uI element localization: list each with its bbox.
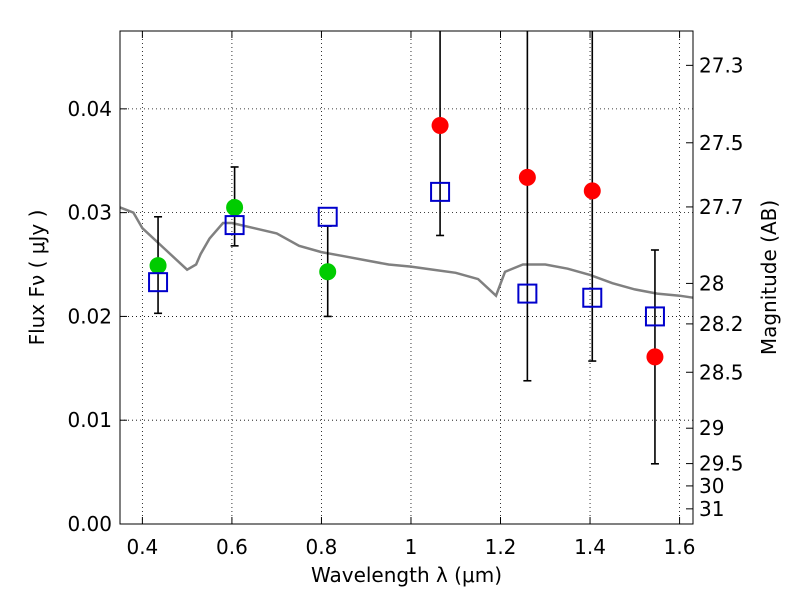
y-tick-label: 0.04 [67, 97, 112, 121]
y-axis-label: Flux Fν ( μJy ) [25, 210, 49, 346]
square-marker [517, 283, 538, 304]
circle-marker [431, 116, 449, 134]
y-tick-label: 0.03 [67, 201, 112, 225]
y2-tick-label: 29.5 [699, 452, 744, 476]
axis-ticks: 0.4 0.6 0.8 1 1.2 1.4 1.6 0.00 0.01 0.02 0.03 0.04 2… [67, 31, 744, 559]
square-marker [582, 287, 603, 308]
square-marker [644, 306, 665, 327]
circle-marker [226, 198, 244, 216]
y2-tick-label: 27.3 [699, 53, 744, 77]
y2-tick-label: 28 [699, 271, 724, 295]
y2-axis-label: Magnitude (AB) [757, 200, 781, 355]
y2-tick-label: 30 [699, 474, 724, 498]
square-marker [148, 272, 169, 293]
error-bars [154, 31, 659, 465]
data-markers [148, 116, 665, 366]
square-marker [317, 206, 338, 227]
x-tick-label: 1 [405, 535, 418, 559]
circle-marker [646, 348, 664, 366]
circle-marker [583, 182, 601, 200]
x-tick-label: 1.6 [664, 535, 696, 559]
square-marker [224, 215, 245, 236]
x-tick-label: 0.4 [126, 535, 158, 559]
model-spectrum [119, 206, 694, 299]
square-marker [430, 181, 451, 202]
circle-marker [149, 257, 167, 275]
x-axis-label: Wavelength λ (μm) [311, 563, 502, 587]
x-tick-label: 1.4 [574, 535, 606, 559]
y-tick-label: 0.00 [67, 512, 112, 536]
y2-tick-label: 27.5 [699, 131, 744, 155]
y-tick-label: 0.01 [67, 408, 112, 432]
x-tick-label: 1.2 [485, 535, 517, 559]
x-tick-label: 0.8 [306, 535, 338, 559]
y2-tick-label: 29 [699, 416, 724, 440]
grid-lines [120, 31, 693, 525]
circle-marker [319, 263, 337, 281]
y-tick-label: 0.02 [67, 304, 112, 328]
y2-tick-label: 31 [699, 497, 724, 521]
model-spectrum-line [119, 206, 694, 299]
y2-tick-label: 27.7 [699, 195, 744, 219]
circle-marker [518, 168, 536, 186]
y2-tick-label: 28.2 [699, 312, 744, 336]
x-tick-label: 0.6 [216, 535, 248, 559]
y2-tick-label: 28.5 [699, 360, 744, 384]
plot-frame [119, 30, 694, 525]
